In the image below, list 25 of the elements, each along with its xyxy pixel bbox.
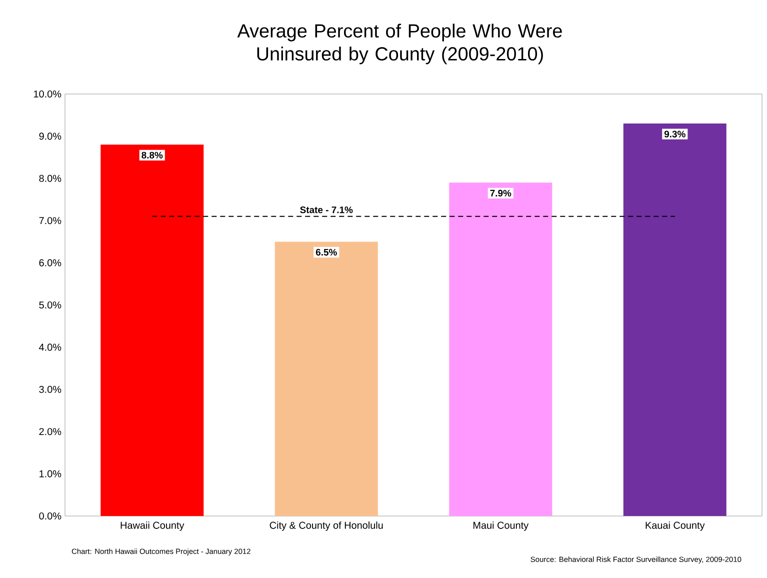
x-tick-label: Maui County [473, 522, 529, 531]
y-tick-label: 3.0% [39, 386, 62, 393]
x-tick-label: City & County of Honolulu [270, 522, 383, 531]
chart-title: Average Percent of People Who Were Uninsured by County (2009-2010) [237, 24, 562, 64]
bar [449, 182, 552, 516]
bar [100, 144, 204, 516]
x-tick-label: Hawaii County [120, 522, 184, 531]
data-label: 7.9% [490, 190, 512, 197]
y-tick-label: 7.0% [39, 217, 62, 224]
y-tick-label: 1.0% [40, 470, 62, 478]
y-tick-label: 2.0% [39, 428, 62, 436]
y-tick-label: 4.0% [39, 344, 62, 351]
y-tick-label: 9.0% [39, 132, 62, 140]
data-label: 6.5% [316, 248, 337, 256]
ref-line-label: State - 7.1% [300, 206, 353, 214]
x-tick-label: Kauai County [646, 522, 705, 531]
data-label: 8.8% [142, 152, 163, 159]
y-tick-label: 6.0% [39, 259, 62, 266]
y-tick-label: 5.0% [39, 301, 62, 309]
y-tick-label: 0.0% [39, 512, 62, 520]
data-label: 9.3% [664, 130, 686, 138]
bar [623, 124, 726, 516]
y-tick-label: 10.0% [34, 90, 62, 98]
bar [274, 242, 378, 516]
y-tick-label: 8.0% [39, 174, 62, 182]
